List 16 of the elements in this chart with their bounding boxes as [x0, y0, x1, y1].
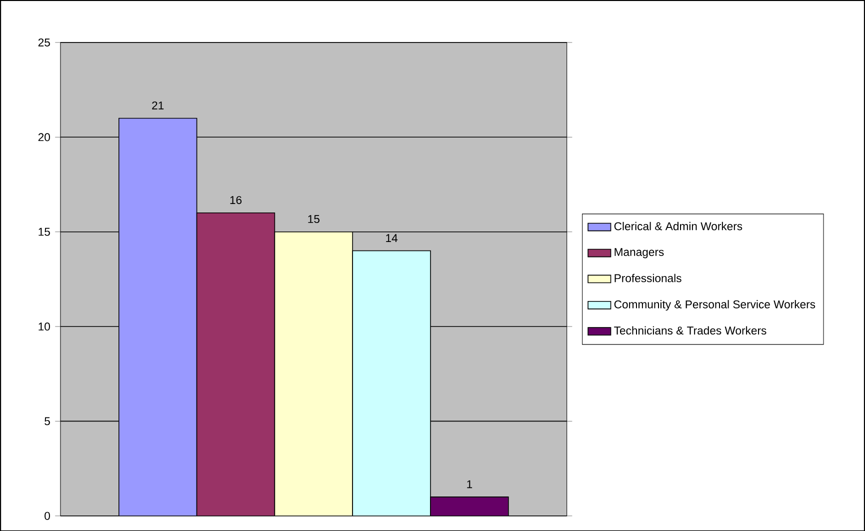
- y-tick-label: 20: [38, 132, 50, 141]
- y-tick-label: 5: [44, 417, 50, 425]
- y-tick-label: 0: [44, 512, 50, 520]
- y-tick-label: 10: [38, 322, 50, 330]
- legend-label: Managers: [614, 248, 664, 258]
- legend-label: Technicians & Trades Workers: [614, 326, 766, 334]
- data-label: 15: [308, 214, 320, 223]
- data-label: 1: [467, 480, 472, 488]
- legend-label: Clerical & Admin Workers: [614, 222, 742, 230]
- y-tick-label: 15: [38, 228, 50, 236]
- data-label: 21: [152, 101, 164, 110]
- data-label: 16: [230, 196, 242, 204]
- y-tick-label: 25: [38, 38, 50, 46]
- legend-label: Community & Personal Service Workers: [614, 300, 816, 310]
- data-label: 14: [386, 234, 398, 242]
- legend-label: Professionals: [614, 274, 682, 282]
